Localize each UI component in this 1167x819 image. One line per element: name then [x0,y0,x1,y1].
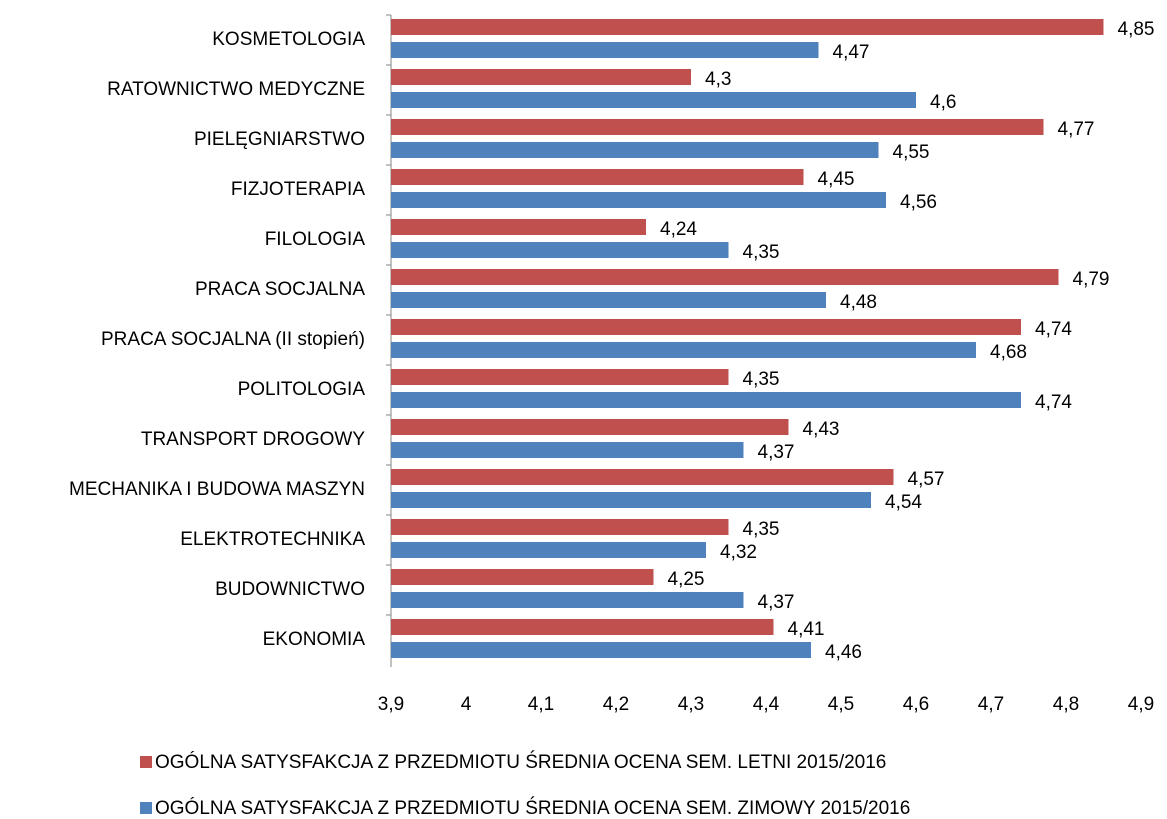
data-label: 4,3 [705,69,731,90]
x-tick-label: 4,7 [978,694,1004,715]
data-label: 4,74 [1035,319,1072,340]
y-tick-label: PRACA SOCJALNA [195,279,365,300]
bar [391,69,691,85]
bar [391,419,789,435]
x-tick-label: 4,4 [753,694,780,715]
data-label: 4,45 [818,169,855,190]
data-label: 4,77 [1058,119,1095,140]
bar [391,469,894,485]
bar [391,569,654,585]
data-label: 4,35 [743,242,780,263]
bar [391,369,729,385]
bar [391,619,774,635]
y-tick-label: PRACA SOCJALNA (II stopień) [101,329,365,350]
legend-swatch [140,756,152,768]
bar [391,642,811,658]
bar [391,592,744,608]
data-label: 4,32 [720,542,757,563]
x-tick-label: 4,9 [1128,694,1154,715]
legend-label: OGÓLNA SATYSFAKCJA Z PRZEDMIOTU ŚREDNIA … [155,751,886,773]
bar [391,269,1059,285]
data-label: 4,85 [1118,19,1155,40]
x-tick-label: 4 [461,694,472,715]
data-label: 4,79 [1073,269,1110,290]
bar [391,342,976,358]
data-label: 4,35 [743,519,780,540]
x-tick-label: 4,3 [678,694,704,715]
x-tick-label: 4,6 [903,694,929,715]
data-label: 4,6 [930,92,956,113]
y-tick-label: ELEKTROTECHNIKA [180,529,365,550]
y-tick-label: BUDOWNICTWO [215,579,365,600]
bar [391,442,744,458]
data-label: 4,55 [893,142,930,163]
data-label: 4,43 [803,419,840,440]
data-label: 4,68 [990,342,1027,363]
bar [391,192,886,208]
data-label: 4,41 [788,619,825,640]
x-tick-label: 4,1 [528,694,554,715]
bar [391,142,879,158]
bar [391,19,1104,35]
data-label: 4,74 [1035,392,1072,413]
data-label: 4,37 [758,442,795,463]
data-label: 4,25 [668,569,705,590]
data-label: 4,54 [885,492,922,513]
bar [391,492,871,508]
data-label: 4,48 [840,292,877,313]
data-label: 4,47 [833,42,870,63]
legend-swatch [140,802,152,814]
y-tick-label: FIZJOTERAPIA [231,179,365,200]
y-tick-label: TRANSPORT DROGOWY [141,429,365,450]
bar [391,292,826,308]
y-tick-label: EKONOMIA [263,629,366,650]
bar [391,542,706,558]
bar [391,92,916,108]
y-tick-label: MECHANIKA I BUDOWA MASZYN [69,479,365,500]
data-label: 4,56 [900,192,937,213]
bar [391,319,1021,335]
data-label: 4,46 [825,642,862,663]
bar [391,392,1021,408]
bar [391,242,729,258]
x-tick-label: 4,8 [1053,694,1079,715]
data-label: 4,37 [758,592,795,613]
bar [391,219,646,235]
bar [391,169,804,185]
data-label: 4,57 [908,469,945,490]
data-label: 4,35 [743,369,780,390]
y-tick-label: PIELĘGNIARSTWO [194,129,365,150]
bar [391,519,729,535]
data-label: 4,24 [660,219,697,240]
y-tick-label: POLITOLOGIA [238,379,366,400]
bar [391,119,1044,135]
x-tick-label: 4,5 [828,694,854,715]
y-tick-label: KOSMETOLOGIA [212,29,365,50]
x-tick-label: 3,9 [378,694,404,715]
y-tick-label: RATOWNICTWO MEDYCZNE [107,79,365,100]
y-tick-label: FILOLOGIA [265,229,366,250]
bar [391,42,819,58]
legend-label: OGÓLNA SATYSFAKCJA Z PRZEDMIOTU ŚREDNIA … [155,797,910,819]
x-tick-label: 4,2 [603,694,629,715]
